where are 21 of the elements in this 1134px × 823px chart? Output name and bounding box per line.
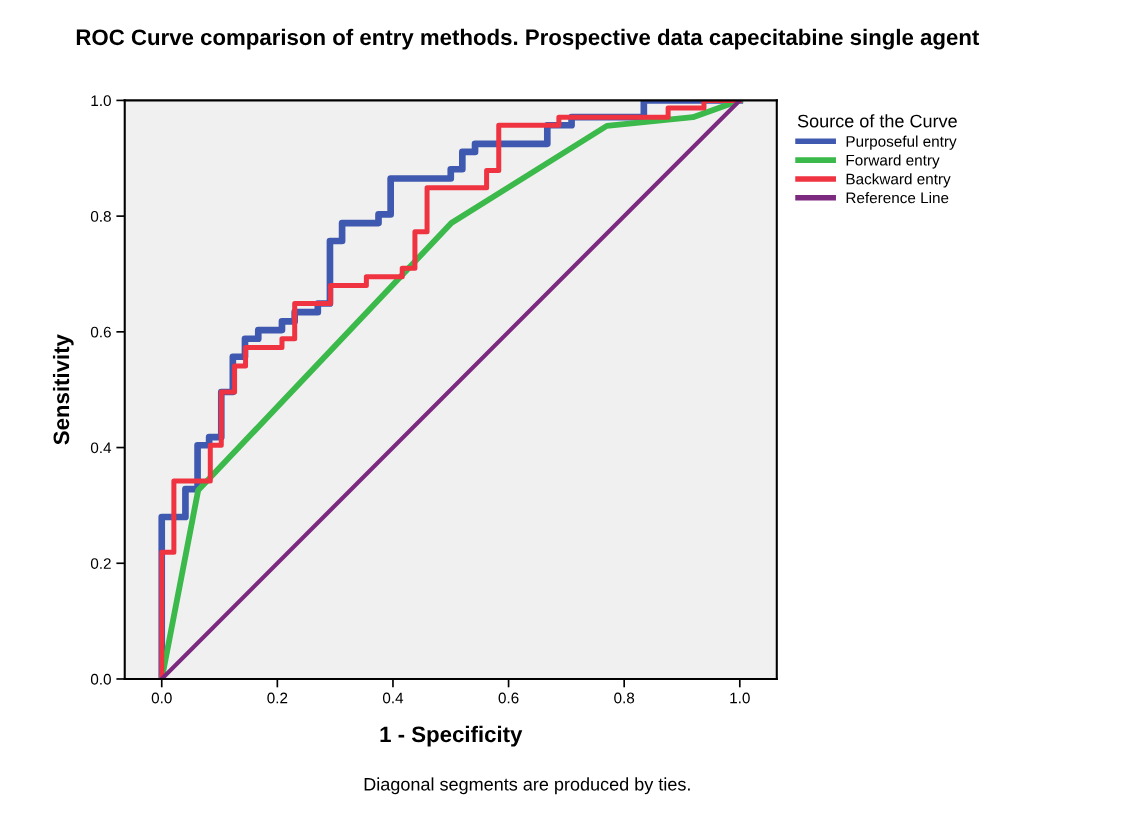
x-tick-label: 1.0 bbox=[730, 692, 750, 704]
chart-title: ROC Curve comparison of entry methods. Prospective data capecitabine single agent bbox=[76, 28, 980, 50]
x-tick-label: 0.8 bbox=[614, 692, 635, 704]
text: Diagonal segments are produced by ties. bbox=[364, 777, 690, 795]
legend-title: Source of the Curve bbox=[797, 114, 957, 128]
legend-label: Forward entry bbox=[846, 154, 940, 169]
y-axis-title: Sensitivity bbox=[52, 334, 74, 445]
y-tick-label: 0.6 bbox=[90, 326, 111, 338]
legend-label: Purposeful entry bbox=[846, 135, 957, 150]
legend-label: Reference Line bbox=[846, 192, 949, 204]
y-tick-label: 0.0 bbox=[90, 673, 111, 685]
y-tick-label: 1.0 bbox=[91, 95, 111, 107]
y-tick-label: 0.4 bbox=[90, 442, 112, 454]
x-tick-label: 0.2 bbox=[267, 692, 288, 704]
x-tick-label: 0.6 bbox=[498, 692, 519, 704]
y-tick-label: 0.8 bbox=[90, 210, 111, 222]
y-tick-label: 0.2 bbox=[90, 558, 111, 569]
x-tick-label: 0.4 bbox=[382, 692, 404, 704]
x-axis-title: 1 - Specificity bbox=[380, 725, 523, 747]
legend-label: Backward entry bbox=[846, 173, 951, 188]
x-tick-label: 0.0 bbox=[151, 692, 172, 704]
